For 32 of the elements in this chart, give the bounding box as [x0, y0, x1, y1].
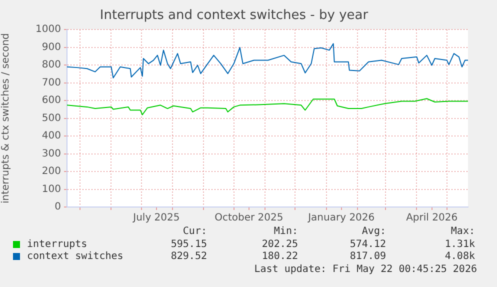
y-tick-label: 300: [42, 148, 61, 160]
y-tick-label: 400: [42, 130, 61, 142]
x-tick-label: April 2026: [406, 212, 458, 224]
y-tick-label: 0: [54, 202, 61, 213]
y-tick-label: 800: [42, 60, 61, 71]
text: 1.31k: [444, 238, 475, 250]
x-tick-label: July 2025: [132, 212, 180, 224]
text: Avg:: [362, 226, 386, 237]
y-tick-label: 1000: [36, 24, 61, 36]
y-tick-label: 200: [42, 166, 61, 178]
text: Cur:: [182, 226, 207, 237]
y-axis-title: interrupts & ctx switches / second: [0, 33, 12, 204]
y-tick-label: 100: [42, 184, 61, 195]
text: Min:: [272, 226, 298, 237]
text: 180.22: [260, 251, 298, 262]
legend-label: context switches: [27, 251, 124, 262]
text: Last update: Fri May 22 00:45:25 2026: [253, 264, 478, 276]
text: Max:: [450, 226, 475, 237]
text: 202.25: [260, 238, 298, 250]
y-tick-label: 500: [42, 112, 61, 124]
chart-title: Interrupts and context switches - by year: [100, 8, 369, 24]
x-tick-label: October 2025: [214, 212, 284, 224]
text: 574.12: [350, 238, 386, 250]
y-tick-label: 900: [42, 42, 61, 53]
text: 595.15: [170, 238, 207, 250]
text: 829.52: [170, 251, 207, 262]
text: 4.08k: [444, 251, 475, 262]
legend-label: interrupts: [27, 238, 88, 250]
y-tick-label: 600: [42, 95, 61, 106]
x-tick-label: January 2026: [307, 212, 375, 224]
text: 817.09: [350, 251, 386, 262]
y-tick-label: 700: [42, 77, 61, 88]
